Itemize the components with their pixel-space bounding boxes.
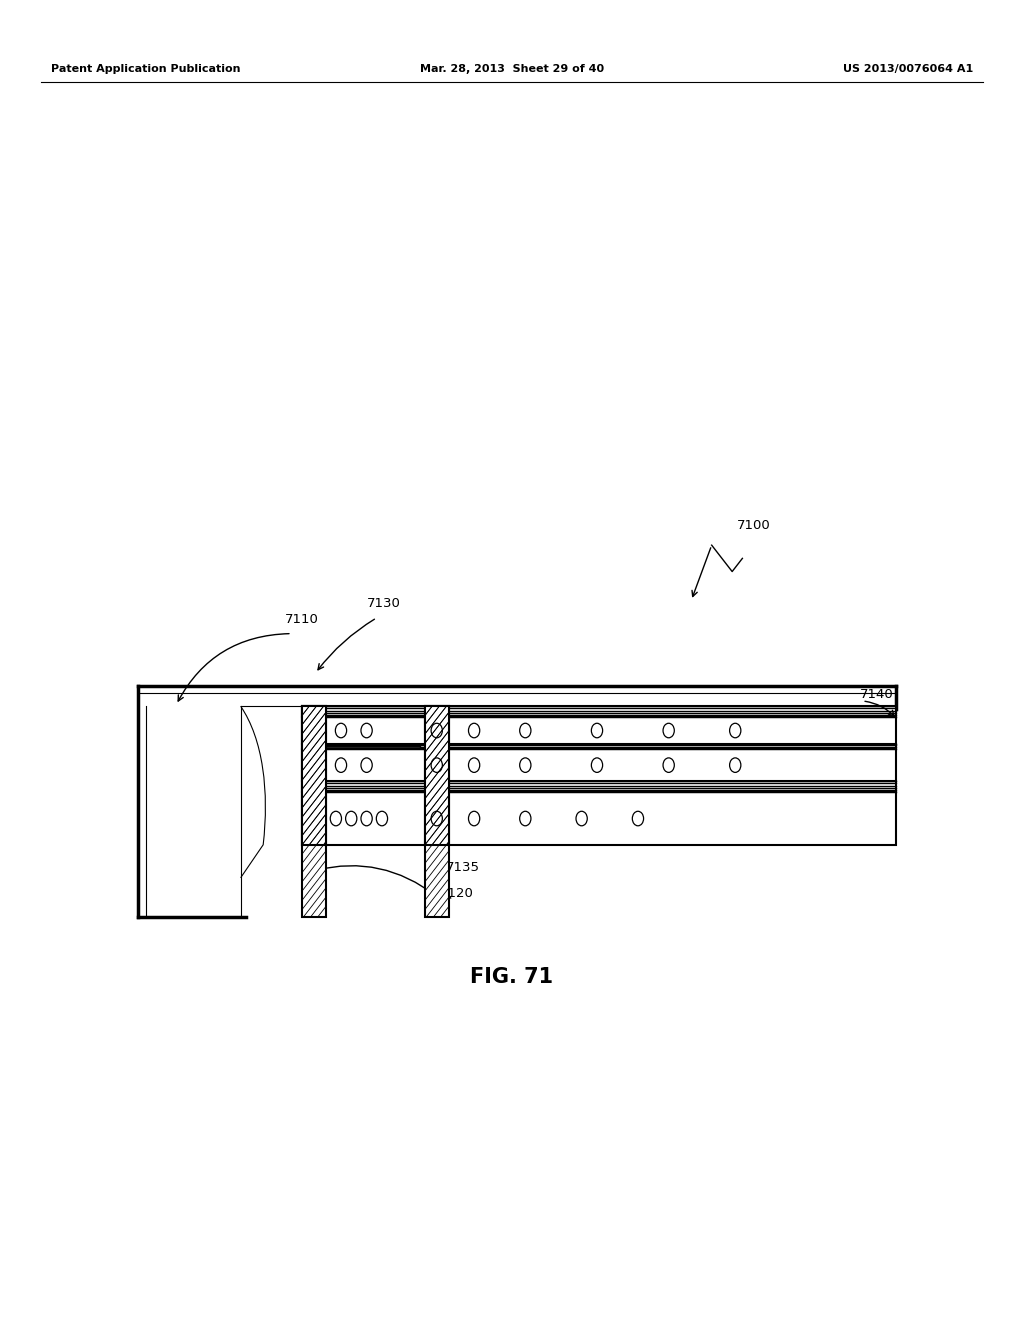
Bar [302, 706, 896, 845]
Text: Patent Application Publication: Patent Application Publication [51, 63, 241, 74]
Text: 7130: 7130 [367, 597, 400, 610]
Bar [425, 706, 449, 845]
Bar [304, 744, 316, 748]
Text: Mar. 28, 2013  Sheet 29 of 40: Mar. 28, 2013 Sheet 29 of 40 [420, 63, 604, 74]
Text: 7100: 7100 [737, 519, 771, 532]
Bar [304, 744, 420, 748]
Bar [425, 706, 449, 917]
Text: 7110: 7110 [285, 612, 318, 626]
Text: FIG. 71: FIG. 71 [470, 966, 554, 987]
Text: 7135: 7135 [445, 861, 479, 874]
Text: 7140: 7140 [860, 688, 894, 701]
Text: US 2013/0076064 A1: US 2013/0076064 A1 [843, 63, 973, 74]
Bar [302, 706, 326, 917]
Bar [302, 706, 326, 845]
Text: 7120: 7120 [440, 887, 474, 900]
